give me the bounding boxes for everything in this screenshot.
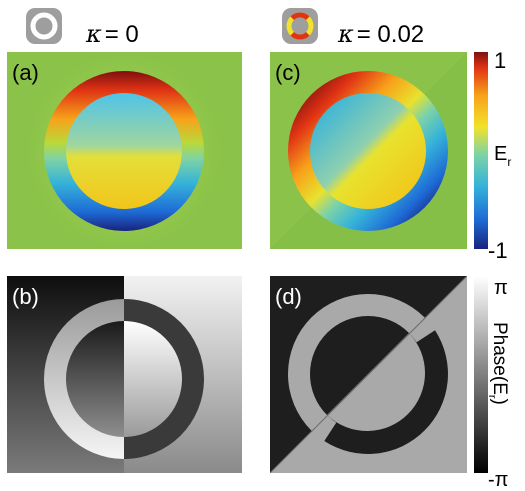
panel-label-d: (d) — [275, 284, 302, 309]
core-field-a — [66, 93, 182, 209]
colorbar-field-title: Er — [494, 143, 511, 169]
colorbar-phase-title: Phase(Er) — [486, 322, 510, 405]
colorbar-phase — [474, 276, 488, 473]
colorbar-field-min: -1 — [488, 238, 508, 263]
colorbar-field-max: 1 — [494, 48, 506, 73]
thumbnail-kappa-002 — [282, 8, 318, 44]
core-field-c — [310, 93, 426, 209]
panel-label-b: (b) — [12, 284, 39, 309]
panel-label-a: (a) — [12, 60, 39, 85]
kappa-right-header: κ = 0.02 — [337, 20, 424, 48]
panel-a — [7, 52, 242, 249]
colorbar-field — [474, 52, 488, 249]
kappa-left-header: κ = 0 — [85, 20, 139, 48]
panel-c — [270, 52, 467, 249]
panel-d — [270, 276, 467, 473]
colorbar-phase-min: -π — [488, 469, 508, 491]
panel-b — [7, 276, 242, 473]
thumbnail-kappa-0 — [26, 8, 62, 44]
panel-label-c: (c) — [275, 60, 301, 85]
colorbar-phase-max: π — [494, 277, 508, 299]
core-phase-b-left — [66, 321, 124, 437]
core-phase-b-right — [124, 321, 182, 437]
